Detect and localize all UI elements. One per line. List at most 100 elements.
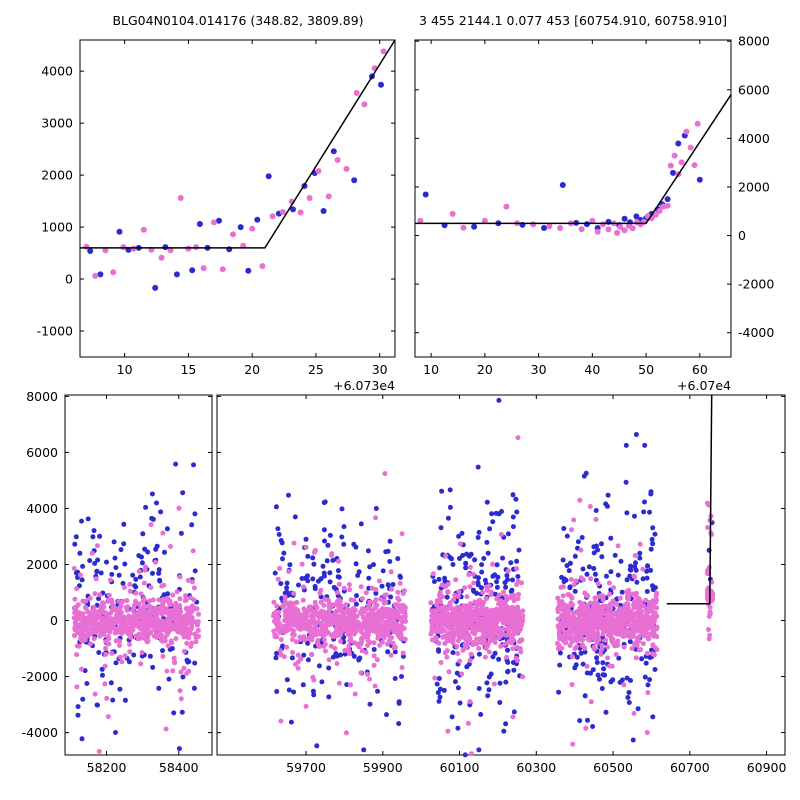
data-point-blue — [442, 578, 448, 584]
data-point-blue — [561, 579, 567, 585]
data-point-blue — [322, 538, 327, 544]
data-point-pink — [584, 623, 590, 629]
data-point-pink — [285, 610, 291, 616]
data-point-pink — [78, 631, 84, 637]
data-point-pink — [364, 627, 370, 632]
data-point-blue — [637, 555, 643, 561]
data-point-pink — [159, 583, 165, 589]
data-point-blue — [392, 676, 398, 681]
data-point-pink — [373, 614, 379, 620]
data-point-blue — [633, 567, 639, 573]
top-left-xtick-label: 20 — [244, 362, 260, 377]
data-point-blue — [439, 488, 445, 494]
data-point-pink — [433, 635, 439, 641]
data-point-pink — [391, 623, 397, 629]
data-point-pink — [588, 699, 594, 705]
data-point-blue — [463, 560, 469, 566]
data-point-pink — [707, 609, 713, 615]
data-point-blue — [627, 639, 633, 645]
data-point-pink — [335, 613, 341, 619]
data-point-blue — [572, 588, 578, 594]
data-point-blue — [191, 685, 197, 691]
data-point-pink — [371, 653, 377, 659]
data-point-pink — [89, 550, 95, 556]
data-point-blue — [628, 678, 633, 683]
data-point-pink — [174, 589, 180, 595]
data-point-pink — [487, 614, 493, 620]
data-point-pink — [299, 615, 305, 620]
data-point-pink — [313, 625, 319, 631]
data-point-pink — [496, 592, 502, 598]
data-point-pink — [341, 585, 347, 591]
data-point-pink — [447, 600, 453, 606]
data-point-blue — [505, 531, 511, 537]
top-left-scatter-points — [83, 48, 387, 291]
data-point-pink — [454, 613, 460, 619]
data-point-blue — [301, 652, 307, 658]
data-point-pink — [140, 226, 147, 233]
data-point-pink — [468, 608, 474, 614]
data-point-blue — [515, 574, 521, 579]
data-point-blue — [291, 689, 297, 695]
data-point-blue — [435, 690, 441, 696]
data-point-pink — [106, 641, 112, 647]
data-point-blue — [494, 579, 500, 585]
data-point-pink — [164, 632, 170, 638]
data-point-pink — [354, 641, 360, 647]
data-point-pink — [78, 635, 84, 641]
data-point-pink — [132, 611, 138, 617]
data-point-pink — [371, 662, 377, 668]
data-point-pink — [503, 598, 509, 604]
data-point-blue — [634, 579, 640, 585]
data-point-blue — [344, 682, 350, 688]
data-point-blue — [497, 700, 503, 705]
data-point-pink — [567, 621, 573, 627]
data-point-pink — [171, 626, 177, 632]
data-point-blue — [154, 500, 159, 506]
data-point-pink — [278, 718, 284, 724]
data-point-blue — [594, 543, 599, 549]
data-point-pink — [343, 165, 350, 172]
data-point-blue — [122, 561, 128, 567]
data-point-pink — [515, 604, 521, 610]
data-point-blue — [284, 580, 290, 586]
data-point-pink — [600, 610, 606, 616]
data-point-blue — [325, 542, 331, 548]
data-point-blue — [436, 676, 442, 681]
data-point-pink — [494, 596, 500, 602]
data-point-blue — [591, 550, 597, 556]
data-point-blue — [380, 568, 386, 574]
data-point-pink — [356, 620, 361, 626]
data-point-pink — [507, 607, 513, 613]
data-point-blue — [162, 244, 169, 251]
data-point-pink — [477, 639, 483, 645]
top-right-scatter-points — [417, 120, 703, 236]
data-point-blue — [184, 657, 190, 663]
data-point-pink — [399, 531, 405, 537]
data-point-blue — [120, 580, 126, 586]
data-point-pink — [605, 655, 611, 661]
data-point-blue — [510, 492, 516, 498]
data-point-blue — [110, 697, 116, 703]
data-point-pink — [325, 193, 332, 200]
top-right-xtick-label: 60 — [692, 362, 708, 377]
data-point-pink — [470, 571, 476, 577]
data-point-pink — [558, 614, 564, 620]
data-point-pink — [588, 632, 594, 638]
data-point-pink — [460, 619, 466, 625]
data-point-pink — [184, 671, 190, 676]
data-point-blue — [652, 667, 658, 672]
data-point-pink — [374, 625, 380, 631]
data-point-pink — [604, 605, 610, 611]
top-right-ytick-label: 4000 — [738, 131, 770, 146]
data-point-pink — [332, 630, 338, 636]
data-point-pink — [520, 608, 526, 614]
data-point-pink — [616, 610, 622, 615]
data-point-blue — [158, 509, 164, 515]
data-point-pink — [308, 604, 314, 610]
data-point-blue — [643, 660, 649, 666]
data-point-pink — [589, 623, 595, 629]
data-point-pink — [645, 690, 651, 696]
data-point-pink — [510, 646, 516, 652]
data-point-pink — [296, 625, 301, 631]
